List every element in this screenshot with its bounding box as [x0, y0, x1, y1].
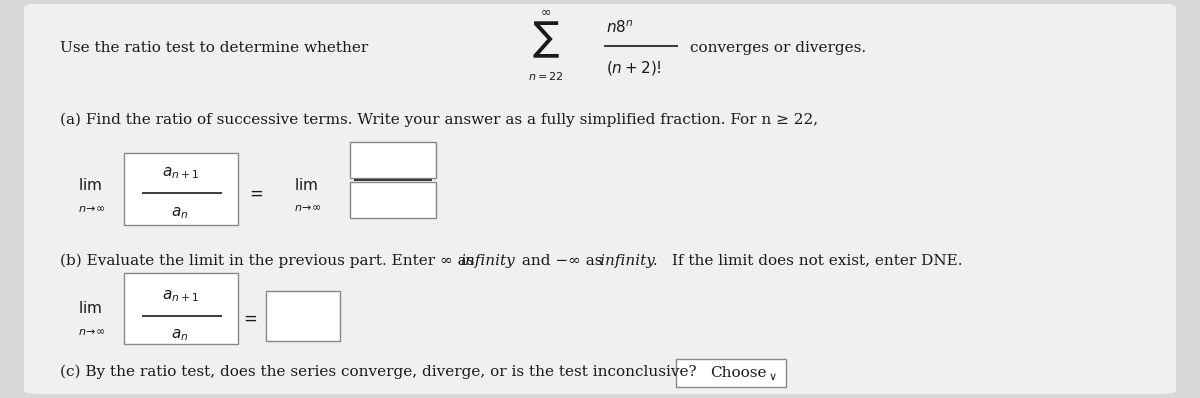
Text: $\infty$: $\infty$: [540, 6, 552, 18]
Text: $\lim$: $\lim$: [78, 300, 102, 316]
Text: $n\!\to\!\infty$: $n\!\to\!\infty$: [294, 203, 322, 213]
Text: $\sum$: $\sum$: [532, 20, 560, 60]
Text: $\lim$: $\lim$: [294, 177, 318, 193]
FancyBboxPatch shape: [124, 273, 238, 344]
FancyBboxPatch shape: [350, 182, 436, 218]
FancyBboxPatch shape: [124, 153, 238, 225]
Text: $\lim$: $\lim$: [78, 177, 102, 193]
Text: infinity: infinity: [460, 254, 515, 268]
FancyBboxPatch shape: [266, 291, 340, 341]
Text: -infinity.: -infinity.: [595, 254, 659, 268]
Text: (b) Evaluate the limit in the previous part. Enter ∞ as: (b) Evaluate the limit in the previous p…: [60, 254, 479, 268]
Text: If the limit does not exist, enter DNE.: If the limit does not exist, enter DNE.: [667, 254, 962, 268]
Text: $a_n$: $a_n$: [172, 205, 188, 221]
Text: $a_n$: $a_n$: [172, 327, 188, 343]
Text: $n\!\to\!\infty$: $n\!\to\!\infty$: [78, 327, 106, 338]
Text: $=$: $=$: [240, 310, 257, 327]
Text: $(n+2)!$: $(n+2)!$: [606, 59, 661, 77]
Text: converges or diverges.: converges or diverges.: [690, 41, 866, 55]
Text: $a_{n+1}$: $a_{n+1}$: [162, 289, 198, 304]
Text: Use the ratio test to determine whether: Use the ratio test to determine whether: [60, 41, 368, 55]
Text: $=$: $=$: [246, 185, 263, 201]
FancyBboxPatch shape: [677, 359, 786, 387]
Text: Choose: Choose: [710, 366, 767, 380]
FancyBboxPatch shape: [350, 142, 436, 178]
Text: and −∞ as: and −∞ as: [517, 254, 607, 268]
Text: (c) By the ratio test, does the series converge, diverge, or is the test inconcl: (c) By the ratio test, does the series c…: [60, 365, 697, 379]
Text: (a) Find the ratio of successive terms. Write your answer as a fully simplified : (a) Find the ratio of successive terms. …: [60, 112, 818, 127]
Text: $n8^n$: $n8^n$: [606, 20, 634, 36]
Text: $n\!\to\!\infty$: $n\!\to\!\infty$: [78, 204, 106, 214]
Text: $\vee$: $\vee$: [768, 371, 776, 382]
Text: $a_{n+1}$: $a_{n+1}$: [162, 165, 198, 181]
Text: $n=22$: $n=22$: [528, 70, 564, 82]
